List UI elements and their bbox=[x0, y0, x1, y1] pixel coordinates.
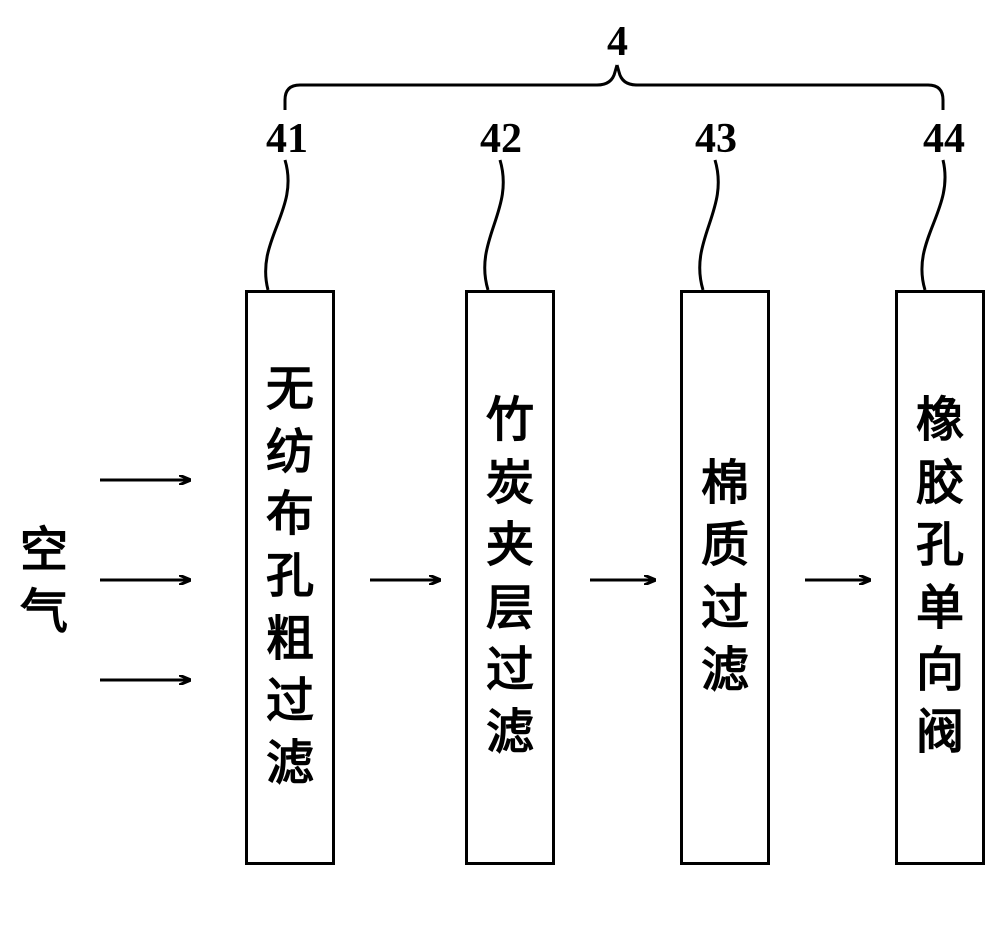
filter-box-43: 棉质过滤 bbox=[680, 290, 770, 865]
diagram-canvas: 空气 无纺布孔粗过滤 竹炭夹层过滤 棉质过滤 橡胶孔单向阀 bbox=[0, 0, 1000, 936]
filter-box-41-text: 无纺布孔粗过滤 bbox=[266, 359, 314, 796]
group-label-4: 4 bbox=[607, 18, 628, 66]
filter-box-41: 无纺布孔粗过滤 bbox=[245, 290, 335, 865]
sub-label-41: 41 bbox=[266, 115, 308, 163]
input-label-text: 空气 bbox=[20, 524, 68, 639]
filter-box-42: 竹炭夹层过滤 bbox=[465, 290, 555, 865]
filter-box-44: 橡胶孔单向阀 bbox=[895, 290, 985, 865]
filter-box-43-text: 棉质过滤 bbox=[701, 453, 749, 703]
sub-label-42: 42 bbox=[480, 115, 522, 163]
group-bracket bbox=[285, 65, 943, 110]
filter-box-44-text: 橡胶孔单向阀 bbox=[916, 390, 964, 764]
leader-lines bbox=[266, 160, 945, 290]
filter-box-42-text: 竹炭夹层过滤 bbox=[486, 390, 534, 764]
sub-label-43: 43 bbox=[695, 115, 737, 163]
input-label: 空气 bbox=[20, 520, 68, 645]
sub-label-44: 44 bbox=[923, 115, 965, 163]
